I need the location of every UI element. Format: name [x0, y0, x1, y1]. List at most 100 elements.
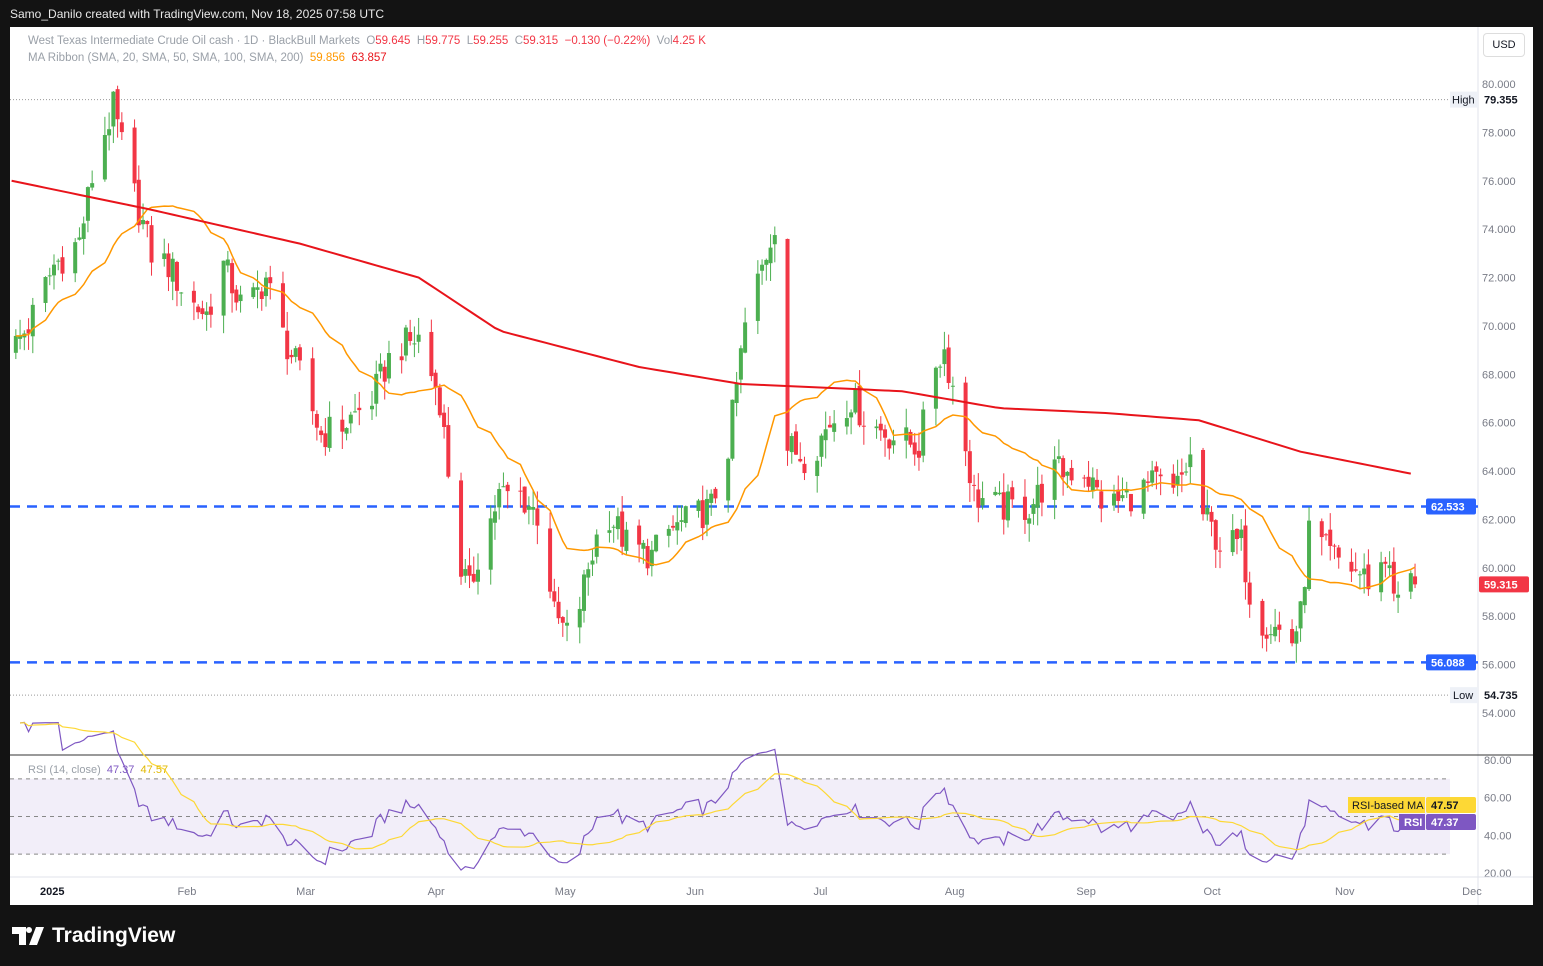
candle-body: [297, 347, 302, 361]
candle-body: [815, 460, 820, 477]
candle-body: [1128, 493, 1133, 512]
candle-body: [471, 573, 476, 582]
price-chart[interactable]: 80.000 78.000 76.000 74.000 72.000 70.000 68.0…: [10, 27, 1533, 905]
time-tick: Mar: [296, 886, 315, 898]
tradingview-logo[interactable]: TradingView: [12, 924, 175, 948]
candle-body: [149, 225, 154, 263]
candle-body: [1290, 628, 1295, 644]
price-tick: 74.000: [1482, 224, 1516, 236]
candle-body: [1362, 568, 1367, 575]
candle-body: [607, 530, 612, 533]
rsi-tag: 47.37: [1431, 817, 1459, 829]
candle-body: [582, 574, 586, 611]
candle-body: [883, 429, 888, 438]
candle-body: [972, 484, 977, 486]
candle-body: [323, 433, 328, 448]
candle-body: [348, 414, 353, 424]
rsi-tag-bg: [1426, 814, 1476, 830]
candle-body: [467, 565, 472, 576]
candle-body: [1116, 489, 1121, 501]
candle-body: [1154, 466, 1159, 472]
candle-body: [437, 387, 442, 416]
candle-body: [1001, 492, 1006, 520]
candle-body: [327, 416, 332, 448]
candle-body: [624, 529, 629, 551]
candle-body: [1302, 587, 1307, 606]
candle-body: [615, 516, 620, 530]
sma20-line: [15, 205, 1416, 590]
candle-body: [1247, 582, 1252, 605]
candle-body: [916, 450, 921, 458]
candle-body: [1294, 631, 1299, 644]
candle-body: [1039, 483, 1044, 503]
candle-body: [620, 511, 625, 547]
time-tick: Feb: [177, 886, 196, 898]
resistance-tag-bg: [1426, 498, 1476, 515]
candle-body: [30, 304, 35, 337]
time-tick: 2025: [40, 886, 64, 898]
rsi-ma-line: [20, 722, 1416, 851]
candle-body: [675, 522, 680, 531]
candle-body: [967, 451, 972, 484]
symbol-legend: West Texas Intermediate Crude Oil cash ·…: [28, 35, 706, 47]
candle-body: [1319, 521, 1324, 538]
candle-body: [1379, 562, 1384, 593]
candle-body: [1260, 600, 1265, 636]
candle-body: [560, 617, 565, 623]
candle-body: [1099, 491, 1104, 509]
low-label: L: [466, 35, 474, 47]
candle-body: [641, 542, 646, 549]
rsi-tick: 80.00: [1484, 755, 1512, 767]
candle-body: [1052, 459, 1057, 500]
candle-body: [1230, 530, 1235, 553]
currency-button[interactable]: USD: [1483, 33, 1525, 57]
candle-body: [645, 546, 650, 569]
candle-body: [1184, 471, 1189, 473]
ma-legend: MA Ribbon (SMA, 20, SMA, 50, SMA, 100, S…: [28, 52, 387, 64]
vol-label: Vol: [656, 35, 673, 47]
candle-body: [1324, 534, 1328, 536]
candle-body: [1383, 561, 1388, 564]
candle-body: [119, 122, 124, 133]
chart-credit: Samo_Danilo created with TradingView.com…: [10, 7, 384, 21]
candle-body: [878, 423, 883, 431]
candle-body: [399, 356, 404, 361]
vol-value: 4.25 K: [672, 35, 706, 47]
candle-body: [191, 290, 196, 303]
candle-body: [743, 322, 748, 353]
time-tick: Sep: [1076, 886, 1096, 898]
candle-body: [73, 242, 78, 274]
candle-body: [1391, 561, 1396, 594]
candle-body: [734, 383, 739, 404]
rsi-tag-bg: [1399, 814, 1425, 830]
candle-body: [704, 498, 709, 525]
time-tick: Apr: [428, 886, 445, 898]
candle-body: [1150, 470, 1155, 483]
candle-body: [204, 311, 209, 315]
candle-body: [548, 528, 553, 592]
rsi-tick: 20.00: [1484, 868, 1512, 880]
candle-body: [442, 412, 447, 427]
low-tag-label: Low: [1453, 690, 1473, 702]
candle-body: [26, 329, 31, 334]
candle-body: [259, 291, 264, 300]
price-tick: 56.000: [1482, 660, 1516, 672]
candle-body: [912, 442, 917, 455]
candle-body: [849, 412, 854, 418]
candle-body: [1336, 547, 1341, 558]
candle-body: [374, 373, 379, 404]
candle-body: [43, 277, 48, 303]
candle-body: [1112, 493, 1116, 506]
candle-body: [107, 129, 112, 136]
candle-body: [696, 500, 701, 511]
candle-body: [90, 183, 95, 188]
candle-body: [700, 500, 705, 529]
high-label-bg: [1450, 91, 1478, 108]
low-tag: 54.735: [1484, 690, 1518, 702]
candle-body: [1307, 520, 1312, 590]
candle-body: [819, 435, 824, 457]
candle-body: [827, 424, 832, 428]
candle-body: [1332, 545, 1337, 547]
candle-body: [552, 591, 557, 602]
candle-body: [1175, 475, 1180, 486]
